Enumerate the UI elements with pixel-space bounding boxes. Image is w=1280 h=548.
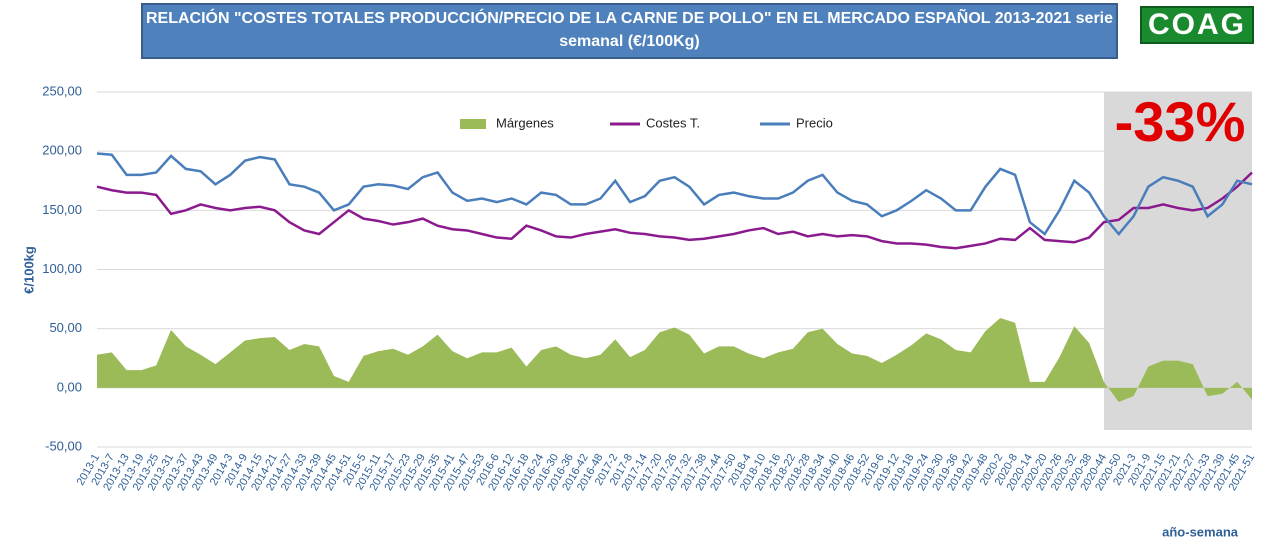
y-tick-label: 0,00 [57, 379, 82, 394]
line [96, 152, 1253, 236]
legend-label: Costes T. [646, 115, 700, 130]
y-tick-label: -50,00 [45, 438, 82, 453]
legend-swatch [460, 119, 486, 129]
legend-label: Márgenes [496, 115, 554, 130]
chart-title: RELACIÓN "COSTES TOTALES PRODUCCIÓN/PREC… [141, 3, 1118, 59]
y-tick-label: 200,00 [42, 143, 82, 158]
area [97, 318, 1252, 403]
logo: COAG [1140, 6, 1254, 44]
annotation: -33% [1115, 90, 1246, 153]
legend-label: Precio [796, 115, 833, 130]
x-axis-title: año-semana [1162, 524, 1239, 539]
line [96, 171, 1253, 250]
y-tick-label: 50,00 [49, 320, 82, 335]
y-tick-label: 100,00 [42, 261, 82, 276]
y-tick-label: 150,00 [42, 202, 82, 217]
y-axis-title: €/100kg [21, 246, 36, 294]
y-tick-label: 250,00 [42, 83, 82, 98]
